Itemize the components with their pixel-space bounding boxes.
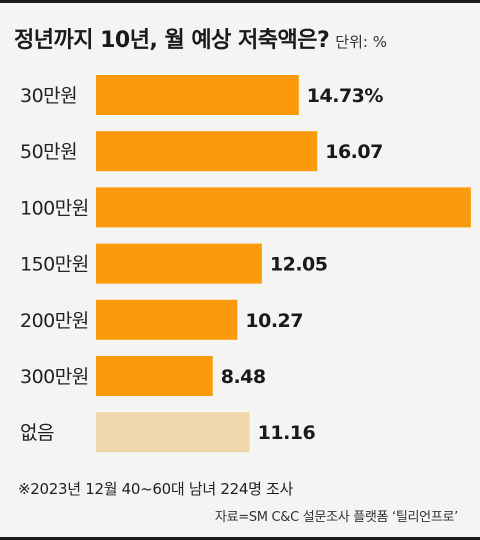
value-label: 12.05 bbox=[270, 254, 328, 276]
value-label: 14.73% bbox=[307, 85, 384, 107]
bar bbox=[96, 412, 250, 453]
bar bbox=[96, 187, 471, 228]
source-credit: 자료=SM C&C 설문조사 플랫폼 ‘틸리언프로’ bbox=[214, 510, 458, 525]
bar-chart: 30만원 14.73% 50만원 16.07 100만원 27.23 150만원 12.05 2… bbox=[20, 75, 480, 453]
value-label: 8.48 bbox=[221, 366, 266, 388]
value-label: 16.07 bbox=[325, 141, 383, 163]
title-row: 정년까지 10년, 월 예상 저축액은? 단위: % bbox=[14, 22, 387, 54]
category-label: 150만원 bbox=[20, 254, 89, 276]
value-label: 10.27 bbox=[245, 310, 303, 332]
top-rule bbox=[0, 0, 480, 3]
category-label: 50만원 bbox=[20, 141, 77, 163]
value-label: 27.23 bbox=[479, 197, 480, 219]
bar bbox=[96, 75, 299, 115]
bar bbox=[96, 243, 262, 284]
category-label: 없음 bbox=[20, 422, 54, 444]
bar bbox=[96, 131, 318, 172]
category-label: 300만원 bbox=[20, 366, 89, 388]
bar bbox=[96, 299, 238, 340]
chart-title: 정년까지 10년, 월 예상 저축액은? bbox=[14, 28, 330, 53]
category-label: 30만원 bbox=[20, 85, 77, 107]
category-label: 200만원 bbox=[20, 310, 89, 332]
bar bbox=[96, 356, 213, 396]
category-label: 100만원 bbox=[20, 197, 89, 219]
survey-note: ※2023년 12월 40~60대 남녀 224명 조사 bbox=[18, 480, 294, 498]
bottom-rule bbox=[0, 537, 480, 540]
value-label: 11.16 bbox=[258, 422, 316, 444]
unit-label: 단위: % bbox=[335, 33, 387, 51]
